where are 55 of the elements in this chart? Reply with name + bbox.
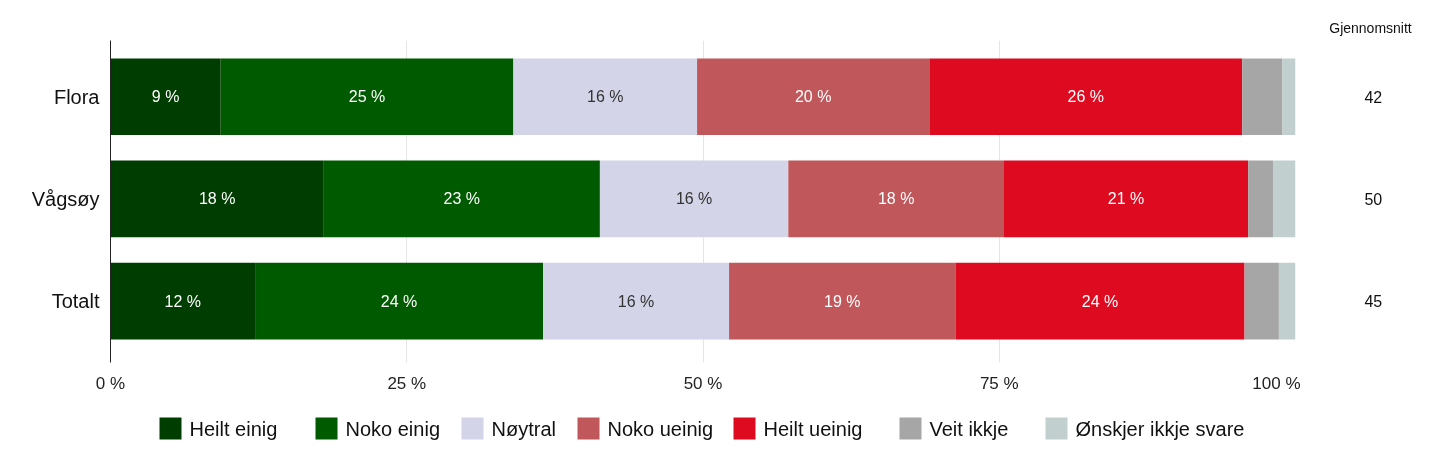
data-label: 12 % <box>164 292 202 310</box>
y-tick-label: Totalt <box>51 290 100 313</box>
legend-label: Noko ueinig <box>607 417 714 440</box>
x-tick-label: 0 % <box>95 373 126 393</box>
text: 42 <box>1364 88 1383 106</box>
bar <box>1244 262 1279 340</box>
legend-label: Veit ikkje <box>929 417 1009 440</box>
legend-label: Heilt einig <box>189 417 278 440</box>
bar <box>255 262 544 340</box>
x-tick-label: 25 % <box>387 373 427 393</box>
data-label: 16 % <box>587 88 624 106</box>
legend-label: Nøytral <box>491 417 556 440</box>
bar <box>1272 160 1296 238</box>
data-label: 16 % <box>675 190 713 208</box>
bar <box>323 160 600 238</box>
text: 45 <box>1364 293 1383 311</box>
data-label: 18 % <box>877 190 915 208</box>
data-label: 24 % <box>380 292 418 310</box>
data-label: 25 % <box>348 88 386 106</box>
bar <box>1278 262 1296 340</box>
bar <box>599 160 789 238</box>
text: 50 <box>1364 190 1383 208</box>
legend-label: Ønskjer ikkje svare <box>1075 417 1245 440</box>
x-tick-label: 100 % <box>1252 373 1301 393</box>
text: Gjennomsnitt <box>1329 19 1412 36</box>
x-tick-label: 50 % <box>683 373 723 393</box>
bar <box>1248 160 1273 238</box>
bar <box>929 58 1243 136</box>
data-label: 21 % <box>1107 190 1145 208</box>
data-label: 20 % <box>794 88 832 106</box>
bar <box>788 160 1004 238</box>
bar <box>729 262 956 340</box>
bar <box>1242 58 1283 136</box>
bar <box>110 160 324 238</box>
bar <box>697 58 930 136</box>
bar <box>1003 160 1249 238</box>
bar <box>110 58 221 136</box>
legend-label: Heilt ueinig <box>763 417 863 440</box>
bar <box>543 262 730 340</box>
bar <box>955 262 1245 340</box>
data-label: 9 % <box>151 88 180 106</box>
data-label: 18 % <box>198 190 236 208</box>
y-tick-label: Vågsøy <box>31 187 100 210</box>
data-label: 24 % <box>1081 292 1119 310</box>
bar <box>110 262 256 340</box>
bar <box>220 58 514 136</box>
bar <box>513 58 698 136</box>
data-label: 19 % <box>824 292 861 310</box>
data-label: 16 % <box>617 292 655 310</box>
y-tick-label: Flora <box>53 85 101 108</box>
legend-label: Noko einig <box>345 417 441 440</box>
x-tick-label: 75 % <box>979 373 1019 393</box>
bar <box>1282 58 1296 136</box>
data-label: 23 % <box>443 190 481 208</box>
data-label: 26 % <box>1067 88 1104 106</box>
